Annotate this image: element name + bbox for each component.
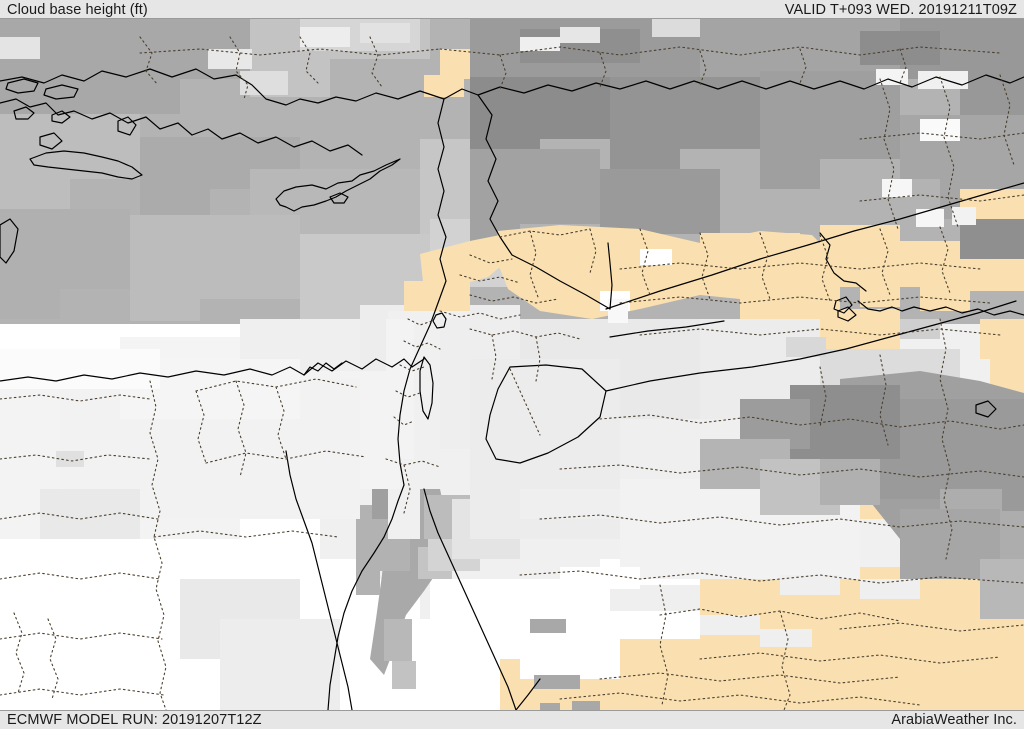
provider-credit: ArabiaWeather Inc. [891,711,1017,728]
layer-light-flecks [560,179,976,647]
layer-coastlines [0,68,1024,710]
layer-admin-borders [0,36,1024,710]
model-run-label: ECMWF MODEL RUN: 20191207T12Z [7,711,262,728]
map-title: Cloud base height (ft) [7,1,148,18]
layer-egypt-pale [0,349,400,710]
valid-time-label: VALID T+093 WED. 20191211T09Z [784,1,1017,18]
map-frame-top-border [0,18,1024,19]
header-bar: Cloud base height (ft) VALID T+093 WED. … [0,0,1024,19]
layer-grey-cloud-east [530,219,1024,710]
forecast-map[interactable] [0,19,1024,710]
map-frame-bottom-border [0,710,1024,711]
footer-bar: ECMWF MODEL RUN: 20191207T12Z ArabiaWeat… [0,710,1024,729]
cloud-base-height-raster [0,19,1024,710]
